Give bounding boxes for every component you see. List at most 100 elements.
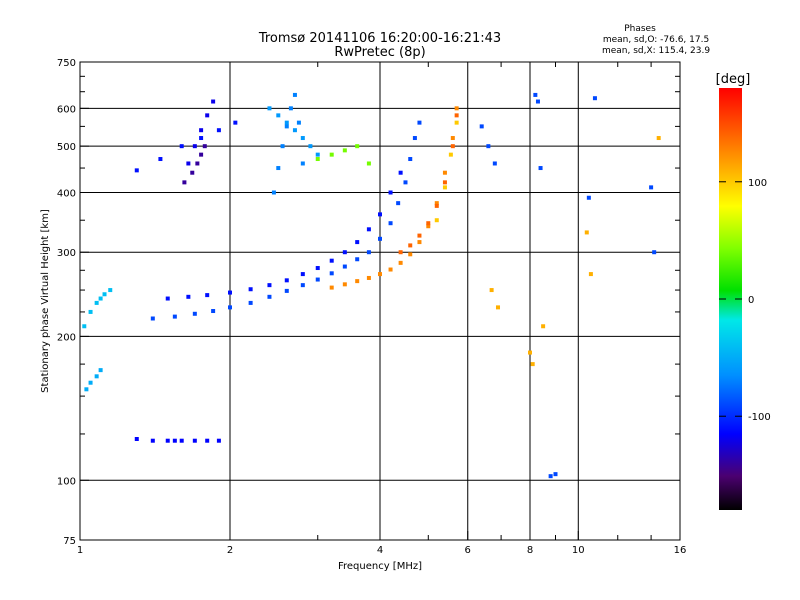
stats-heading: Phases xyxy=(624,24,656,34)
colorbar-ticks: 100 0 -100 xyxy=(719,178,771,423)
scatter-point xyxy=(94,300,99,305)
scatter-point xyxy=(454,106,459,111)
scatter-point xyxy=(408,252,413,257)
colorbar-label: [deg] xyxy=(716,72,751,87)
scatter-point xyxy=(271,190,276,195)
scatter-point xyxy=(366,227,371,232)
scatter-point xyxy=(398,250,403,255)
scatter-point xyxy=(158,157,163,162)
x-tick-label: 6 xyxy=(465,545,471,556)
scatter-point xyxy=(553,472,558,477)
chart-title: Tromsø 20141106 16:20:00-16:21:43 xyxy=(258,31,501,46)
y-tick-label: 750 xyxy=(57,58,76,69)
scatter-point xyxy=(211,309,216,314)
scatter-point xyxy=(134,436,139,441)
scatter-point xyxy=(434,218,439,223)
scatter-point xyxy=(84,387,89,392)
scatter-point xyxy=(355,257,360,262)
scatter-point xyxy=(192,144,197,149)
scatter-point xyxy=(378,272,382,277)
scatter-point xyxy=(280,144,285,149)
scatter-point xyxy=(492,161,497,166)
scatter-point xyxy=(315,266,320,271)
x-tick-label: 1 xyxy=(77,545,83,556)
scatter-point xyxy=(205,438,210,443)
scatter-point xyxy=(186,294,191,299)
scatter-point xyxy=(454,120,459,125)
scatter-point xyxy=(442,185,447,190)
colorbar xyxy=(719,88,742,510)
scatter-point xyxy=(434,201,439,206)
scatter-point xyxy=(165,296,170,301)
scatter-point xyxy=(94,374,99,379)
scatter-point xyxy=(403,180,408,185)
y-tick-label: 600 xyxy=(57,104,76,115)
scatter-point xyxy=(584,230,589,235)
scatter-point xyxy=(284,288,289,293)
scatter-point xyxy=(408,243,413,248)
scatter-point xyxy=(292,92,297,97)
scatter-point xyxy=(300,136,305,141)
scatter-point xyxy=(448,152,453,157)
scatter-point xyxy=(412,136,417,141)
scatter-point xyxy=(378,236,382,241)
scatter-point xyxy=(652,250,657,255)
scatter-point xyxy=(355,144,360,149)
scatter-point xyxy=(366,161,371,166)
scatter-point xyxy=(329,285,334,290)
scatter-point xyxy=(450,136,455,141)
scatter-point xyxy=(296,120,301,125)
stats-line-o: mean, sd,O: -76.6, 17.5 xyxy=(603,35,709,45)
scatter-point xyxy=(329,152,334,157)
y-tick-label: 400 xyxy=(57,188,76,199)
scatter-point xyxy=(202,144,207,149)
scatter-point xyxy=(150,316,155,321)
y-tick-label: 300 xyxy=(57,248,76,259)
scatter-point xyxy=(454,113,459,118)
scatter-point xyxy=(535,99,540,104)
y-axis-label: Stationary phase Virtual Height [km] xyxy=(40,209,51,393)
scatter-point xyxy=(267,106,272,111)
scatter-point xyxy=(150,438,155,443)
scatter-point xyxy=(300,161,305,166)
scatter-point xyxy=(195,161,200,166)
stats-line-x: mean, sd,X: 115.4, 23.9 xyxy=(602,46,710,56)
y-tick-label: 75 xyxy=(63,536,76,547)
scatter-points xyxy=(82,92,661,479)
colorbar-tick-label: -100 xyxy=(748,412,771,423)
x-tick-label: 2 xyxy=(227,545,233,556)
scatter-point xyxy=(192,438,197,443)
scatter-point xyxy=(355,240,360,245)
scatter-point xyxy=(211,99,216,104)
scatter-point xyxy=(366,250,371,255)
x-tick-label: 4 xyxy=(377,545,383,556)
colorbar-tick-label: 0 xyxy=(748,295,754,306)
scatter-point xyxy=(276,166,281,171)
scatter-point xyxy=(417,233,422,238)
scatter-point xyxy=(228,305,232,310)
scatter-point xyxy=(108,288,113,293)
x-axis-ticks: 1 2 4 6 8 10 16 xyxy=(77,62,686,556)
scatter-point xyxy=(205,113,210,118)
scatter-point xyxy=(417,120,422,125)
y-tick-label: 200 xyxy=(57,332,76,343)
y-tick-label: 100 xyxy=(57,476,76,487)
scatter-point xyxy=(288,106,293,111)
scatter-point xyxy=(199,128,204,133)
scatter-point xyxy=(134,168,139,173)
x-tick-label: 10 xyxy=(572,545,585,556)
scatter-point xyxy=(98,296,103,301)
scatter-point xyxy=(530,362,535,367)
scatter-point xyxy=(292,128,297,133)
scatter-point xyxy=(179,438,184,443)
scatter-point xyxy=(342,264,347,269)
scatter-point xyxy=(366,275,371,280)
scatter-point xyxy=(548,474,553,479)
scatter-point xyxy=(588,272,593,277)
scatter-point xyxy=(179,144,184,149)
scatter-point xyxy=(172,438,177,443)
colorbar-tick-label: 100 xyxy=(748,178,767,189)
scatter-point xyxy=(248,287,253,292)
scatter-point xyxy=(248,300,253,305)
